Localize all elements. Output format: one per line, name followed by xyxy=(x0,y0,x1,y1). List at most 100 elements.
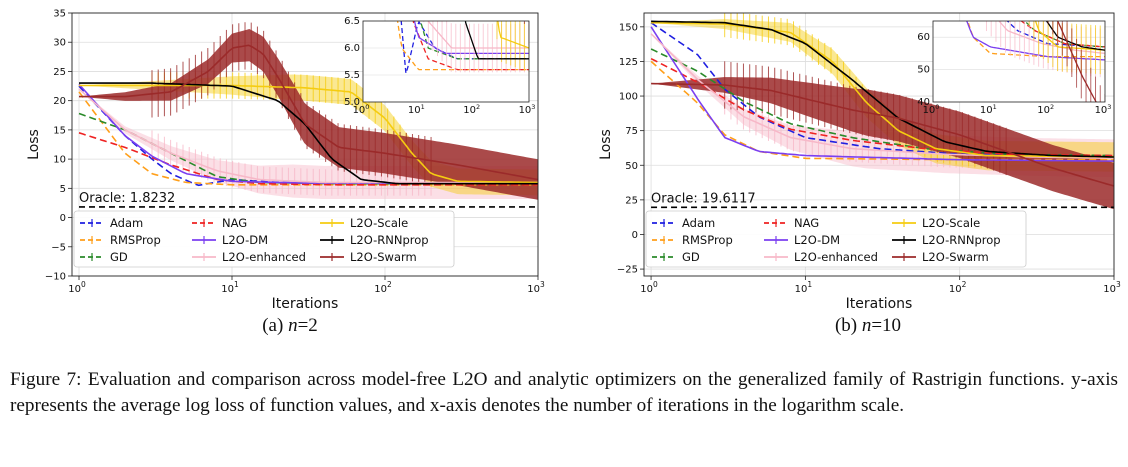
inset-x-tick-label: 102 xyxy=(463,103,480,116)
oracle-label: Oracle: 1.8232 xyxy=(79,191,175,206)
legend-label-nag: NAG xyxy=(794,216,819,230)
legend: Adam NAG L2O-Scale RMSProp L2O-DM L2O-RNNprop… xyxy=(645,210,1027,268)
x-tick-exponent: 2 xyxy=(387,280,392,289)
legend-label-rmsprop: RMSProp xyxy=(682,233,733,247)
x-tick-exponent: 3 xyxy=(540,280,545,289)
y-tick-label: 35 xyxy=(53,9,66,20)
plot-body xyxy=(650,13,1114,210)
inset-y-tick-label: 5.5 xyxy=(344,70,360,81)
subcaption-variable: n xyxy=(288,315,298,336)
series-line-l2o-swarm xyxy=(79,44,538,181)
inset-x-tick-exponent: 3 xyxy=(1107,103,1111,111)
x-tick-label: 100 xyxy=(68,280,86,295)
legend-label-adam: Adam xyxy=(110,216,143,230)
legend-label-l2o-swarm: L2O-Swarm xyxy=(350,250,417,264)
legend-label-adam: Adam xyxy=(682,216,715,230)
legend-label-l2o-rnnprop: L2O-RNNprop xyxy=(922,233,1001,247)
inset-background xyxy=(363,21,529,102)
y-tick-label: 75 xyxy=(625,126,638,137)
y-tick-label: 25 xyxy=(53,67,66,78)
inset-body xyxy=(363,21,529,102)
legend-label-l2o-scale: L2O-Scale xyxy=(922,216,980,230)
legend-frame xyxy=(73,210,455,268)
y-tick-label: 15 xyxy=(53,125,66,136)
inset-y-tick-label: 6.5 xyxy=(344,16,360,27)
inset-y-tick-label: 6.0 xyxy=(344,43,360,54)
legend-label-rmsprop: RMSProp xyxy=(110,233,161,247)
plot-frame xyxy=(643,12,1115,277)
x-tick-label: 101 xyxy=(795,280,813,295)
inset-y-tick-label: 60 xyxy=(917,32,930,43)
subcaption-prefix: (a) xyxy=(262,315,288,336)
y-tick-label: −10 xyxy=(45,272,66,283)
inset-x-tick-exponent: 0 xyxy=(365,103,369,111)
y-tick-label: 0 xyxy=(632,230,638,241)
x-tick-label: 102 xyxy=(949,280,967,295)
series-line-l2o-rnnprop xyxy=(79,82,538,185)
inset-background xyxy=(933,21,1105,102)
subcaption-variable: n xyxy=(862,315,872,336)
subcaption: (a) n=2 xyxy=(262,315,318,336)
y-tick-label: 0 xyxy=(60,213,66,224)
series-line-l2o-swarm xyxy=(651,82,1114,187)
inset-y-tick-label: 5.0 xyxy=(344,97,360,108)
x-axis-label: Iterations xyxy=(272,296,339,312)
x-tick-exponent: 1 xyxy=(234,280,239,289)
inset-frame xyxy=(932,20,1106,103)
legend-label-nag: NAG xyxy=(222,216,247,230)
series-line-l2o-scale xyxy=(79,84,538,184)
x-tick-exponent: 0 xyxy=(81,280,86,289)
inset-line-l2o-swarm xyxy=(528,21,529,22)
legend-label-l2o-dm: L2O-DM xyxy=(794,233,840,247)
inset-x-tick-label: 103 xyxy=(1095,103,1112,116)
legend: Adam NAG L2O-Scale RMSProp L2O-DM L2O-RNNprop… xyxy=(73,210,455,268)
inset-x-tick-exponent: 1 xyxy=(421,103,425,111)
x-tick-exponent: 1 xyxy=(807,280,812,289)
inset-x-tick-exponent: 0 xyxy=(935,103,939,111)
y-tick-label: 100 xyxy=(619,92,638,103)
inset-x-tick-label: 100 xyxy=(923,103,940,116)
inset-x-tick-exponent: 1 xyxy=(993,103,997,111)
legend-label-gd: GD xyxy=(682,250,700,264)
series-line-l2o-dm xyxy=(650,26,1114,162)
inset-y-tick-label: 50 xyxy=(917,65,930,76)
x-tick-label: 102 xyxy=(374,280,392,295)
variance-band-l2o-swarm xyxy=(79,29,538,200)
inset-x-tick-exponent: 2 xyxy=(476,103,480,111)
subcaption-value: =10 xyxy=(871,315,901,336)
y-tick-label: 50 xyxy=(625,161,638,172)
legend-frame xyxy=(645,210,1027,268)
inset-y-tick-label: 40 xyxy=(917,97,930,108)
subcaption-value: =2 xyxy=(298,315,318,336)
inset-x-tick-label: 102 xyxy=(1037,103,1054,116)
inset-frame xyxy=(362,20,530,103)
inset-x-tick-exponent: 3 xyxy=(531,103,535,111)
legend-label-l2o-enhanced: L2O-enhanced xyxy=(794,250,878,264)
y-tick-label: −5 xyxy=(51,242,66,253)
y-tick-label: 150 xyxy=(619,22,638,33)
subcaption-prefix: (b) xyxy=(835,315,862,336)
x-tick-exponent: 3 xyxy=(1116,280,1121,289)
y-tick-label: 125 xyxy=(619,57,638,68)
x-tick-exponent: 2 xyxy=(962,280,967,289)
series-line-l2o-enhanced xyxy=(78,88,538,184)
inset-x-tick-label: 101 xyxy=(980,103,997,116)
inset-x-tick-label: 103 xyxy=(519,103,536,116)
x-tick-exponent: 0 xyxy=(653,280,658,289)
inset-x-tick-label: 101 xyxy=(408,103,425,116)
inset-body xyxy=(933,21,1105,102)
inset-x-tick-label: 100 xyxy=(353,103,370,116)
figure-caption: Figure 7: Evaluation and comparison acro… xyxy=(10,369,1118,416)
x-tick-label: 103 xyxy=(527,280,545,295)
x-axis-label: Iterations xyxy=(846,296,913,312)
y-axis-label: Loss xyxy=(598,129,614,160)
x-tick-label: 100 xyxy=(640,280,658,295)
inset-line-adam xyxy=(1006,21,1105,48)
y-tick-label: 5 xyxy=(60,184,66,195)
y-tick-label: 25 xyxy=(625,195,638,206)
x-tick-label: 103 xyxy=(1103,280,1121,295)
plot-frame xyxy=(71,12,539,277)
